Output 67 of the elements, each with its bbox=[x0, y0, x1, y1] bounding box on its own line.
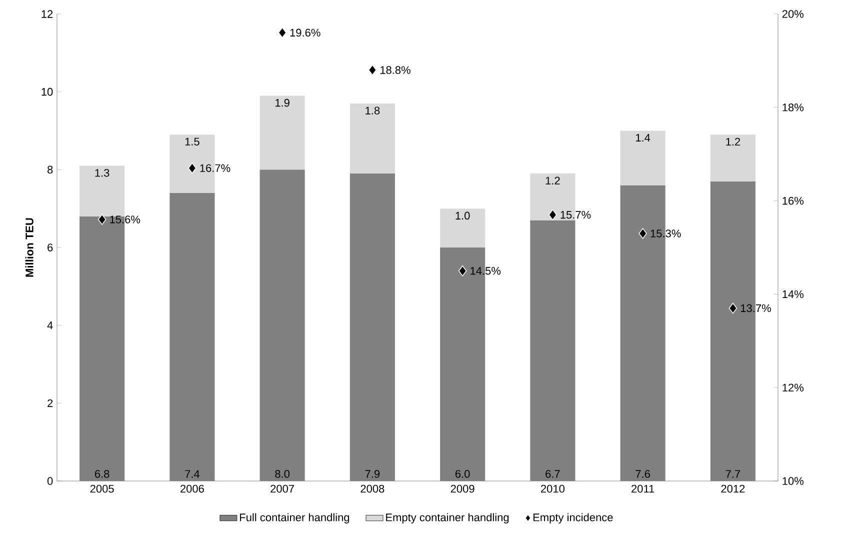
y-axis-title: Million TEU bbox=[25, 218, 34, 277]
x-tick-label: 2012 bbox=[721, 484, 745, 493]
bar bbox=[530, 220, 576, 481]
point bbox=[638, 228, 647, 239]
legend-label: Empty incidence bbox=[533, 513, 613, 524]
bar bbox=[170, 193, 215, 481]
y-tick-label: 6 bbox=[48, 244, 53, 252]
data-label: 1.8 bbox=[366, 106, 380, 114]
legend-label: Full container handling bbox=[240, 513, 350, 524]
bar bbox=[260, 96, 305, 170]
y2-tick-label: 16% bbox=[782, 196, 804, 205]
y-tick-label: 10 bbox=[42, 88, 53, 96]
data-label: 1.3 bbox=[95, 168, 110, 177]
data-label: 7.9 bbox=[365, 470, 380, 478]
data-label: 8.0 bbox=[275, 470, 290, 478]
data-label: 7.7 bbox=[726, 470, 740, 478]
y2-tick-label: 10% bbox=[782, 477, 804, 485]
bar bbox=[350, 104, 395, 174]
y-tick-label: 2 bbox=[48, 399, 53, 408]
data-label: 6.8 bbox=[94, 470, 110, 478]
bar bbox=[350, 174, 395, 481]
x-tick-label: 2010 bbox=[541, 484, 564, 493]
data-label: 1.9 bbox=[276, 98, 290, 107]
y2-tick-label: 20% bbox=[782, 10, 804, 18]
data-label: 16.7% bbox=[200, 164, 230, 172]
x-tick-label: 2009 bbox=[450, 484, 474, 493]
x-tick-label: 2005 bbox=[90, 484, 114, 493]
point bbox=[278, 27, 286, 38]
data-label: 15.6% bbox=[110, 216, 140, 224]
point bbox=[458, 265, 467, 276]
point bbox=[98, 214, 106, 225]
data-label: 6.7 bbox=[546, 470, 560, 478]
y-tick-label: 0 bbox=[47, 477, 53, 485]
data-label: 1.5 bbox=[185, 138, 200, 146]
point bbox=[368, 64, 377, 76]
bar bbox=[710, 134, 756, 182]
data-label: 15.3% bbox=[650, 230, 681, 238]
x-tick-label: 2006 bbox=[180, 484, 204, 493]
y2-tick-label: 18% bbox=[782, 103, 804, 112]
point bbox=[548, 209, 557, 220]
data-label: 1.2 bbox=[726, 138, 740, 146]
bar bbox=[260, 170, 305, 481]
data-label: 19.6% bbox=[290, 28, 320, 37]
y-tick-label: 4 bbox=[47, 322, 53, 330]
data-label: 14.5% bbox=[470, 266, 501, 275]
bar bbox=[620, 130, 666, 186]
bar bbox=[440, 208, 486, 248]
x-tick-label: 2008 bbox=[360, 484, 384, 493]
y-tick-label: 8 bbox=[48, 166, 53, 174]
data-label: 7.4 bbox=[185, 470, 200, 478]
data-label: 18.8% bbox=[380, 66, 410, 74]
point bbox=[188, 162, 196, 174]
legend-label: Empty container handling bbox=[386, 513, 509, 524]
data-label: 15.7% bbox=[560, 210, 591, 219]
y2-tick-label: 14% bbox=[782, 290, 804, 298]
y2-tick-label: 12% bbox=[782, 384, 804, 392]
y-tick-label: 12 bbox=[42, 10, 53, 18]
data-label: 13.7% bbox=[740, 304, 771, 312]
x-tick-label: 2011 bbox=[632, 484, 654, 493]
data-label: 6.0 bbox=[455, 470, 470, 478]
data-label: 7.6 bbox=[636, 470, 650, 478]
x-tick-label: 2007 bbox=[270, 484, 294, 493]
point bbox=[728, 302, 738, 314]
data-label: 1.4 bbox=[636, 134, 650, 142]
data-label: 1.2 bbox=[546, 176, 560, 184]
data-label: 1.0 bbox=[456, 212, 470, 220]
bar bbox=[80, 166, 125, 216]
